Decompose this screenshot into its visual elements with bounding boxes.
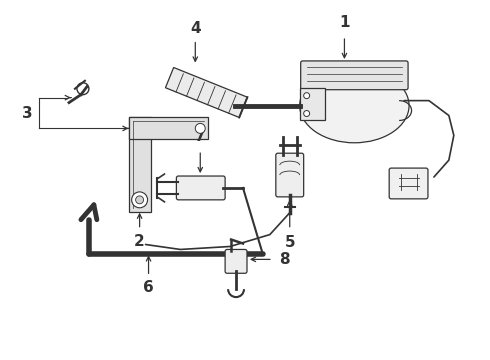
Text: 4: 4 bbox=[190, 21, 200, 36]
Polygon shape bbox=[129, 117, 208, 139]
Ellipse shape bbox=[300, 68, 409, 143]
Circle shape bbox=[132, 192, 147, 208]
Text: 8: 8 bbox=[279, 252, 290, 267]
Circle shape bbox=[304, 93, 310, 99]
FancyBboxPatch shape bbox=[301, 61, 408, 90]
Polygon shape bbox=[166, 67, 247, 117]
Text: 7: 7 bbox=[195, 129, 206, 144]
FancyBboxPatch shape bbox=[225, 249, 247, 273]
Text: 6: 6 bbox=[143, 280, 154, 295]
Polygon shape bbox=[300, 88, 324, 121]
Text: 3: 3 bbox=[22, 106, 32, 121]
FancyBboxPatch shape bbox=[176, 176, 225, 200]
Circle shape bbox=[196, 123, 205, 133]
FancyBboxPatch shape bbox=[389, 168, 428, 199]
Polygon shape bbox=[129, 117, 150, 212]
Text: 1: 1 bbox=[339, 15, 350, 30]
Circle shape bbox=[304, 111, 310, 117]
Circle shape bbox=[136, 196, 144, 204]
Text: 2: 2 bbox=[134, 234, 145, 249]
Text: 5: 5 bbox=[284, 235, 295, 249]
FancyBboxPatch shape bbox=[276, 153, 304, 197]
